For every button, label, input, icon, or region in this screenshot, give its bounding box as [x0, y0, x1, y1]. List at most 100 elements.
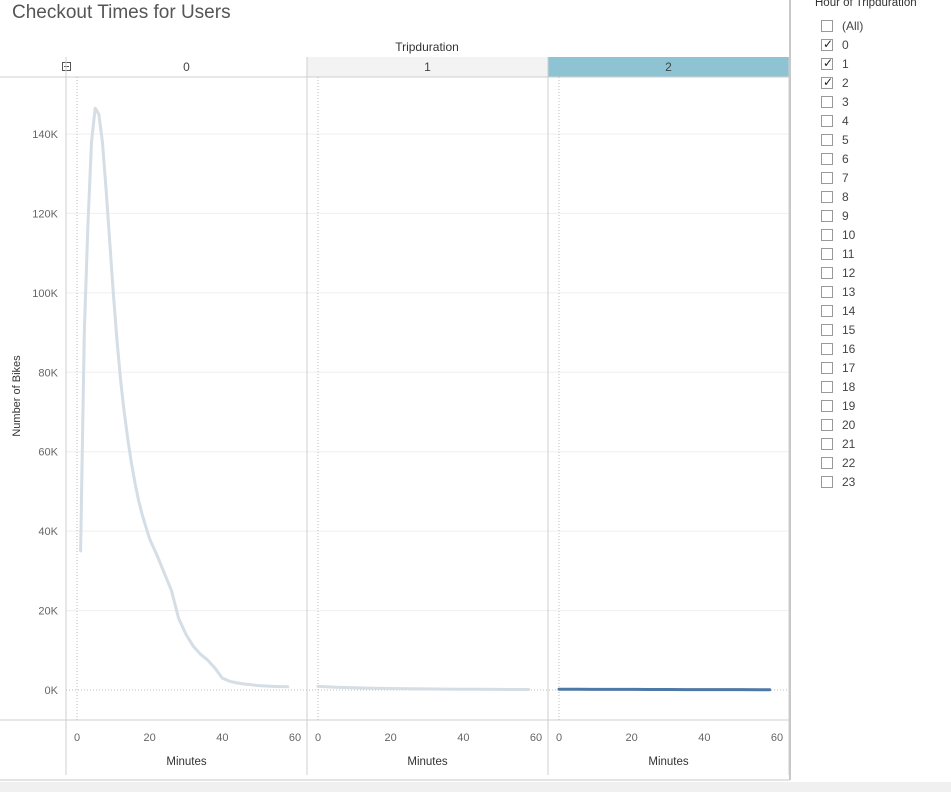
- filter-item-label: 0: [842, 37, 849, 52]
- checkbox-icon[interactable]: [821, 418, 833, 431]
- filter-item[interactable]: 22: [821, 453, 863, 472]
- filter-item-label: 11: [842, 246, 855, 261]
- filter-item[interactable]: (All): [821, 16, 863, 35]
- y-tick-label: 20K: [38, 606, 58, 618]
- checkbox-icon[interactable]: [821, 475, 833, 488]
- y-tick-label: 80K: [38, 367, 58, 379]
- x-tick-label: 20: [385, 732, 397, 744]
- x-tick-label: 0: [74, 732, 80, 744]
- checkbox-icon[interactable]: [821, 133, 833, 146]
- filter-item[interactable]: 11: [821, 244, 863, 263]
- checked-checkbox-icon[interactable]: [821, 37, 833, 51]
- y-tick-label: 40K: [38, 526, 58, 538]
- x-tick-label: 60: [771, 732, 783, 744]
- checkbox-icon[interactable]: [821, 437, 833, 450]
- pane-header-label: 2: [665, 60, 672, 74]
- collapse-icon[interactable]: [62, 62, 71, 71]
- filter-item[interactable]: 10: [821, 225, 863, 244]
- filter-item[interactable]: 19: [821, 396, 863, 415]
- filter-item[interactable]: 9: [821, 206, 863, 225]
- filter-item-label: 3: [842, 94, 849, 109]
- filter-item-label: 16: [842, 341, 856, 356]
- checkbox-icon[interactable]: [821, 285, 833, 298]
- checkbox-icon[interactable]: [821, 361, 833, 374]
- checkbox-icon[interactable]: [821, 95, 833, 108]
- y-tick-label: 120K: [32, 208, 58, 220]
- x-axis-title: Minutes: [166, 756, 207, 768]
- filter-item-label: 7: [842, 170, 849, 185]
- checkbox-icon[interactable]: [821, 342, 833, 355]
- filter-item-label: 20: [842, 417, 856, 432]
- filter-item-label: 5: [842, 132, 849, 147]
- filter-item-label: 13: [842, 284, 856, 299]
- checkbox-icon[interactable]: [821, 171, 833, 184]
- filter-item[interactable]: 6: [821, 149, 863, 168]
- filter-item[interactable]: 15: [821, 320, 863, 339]
- pane-header-1[interactable]: 1: [307, 57, 548, 77]
- filter-item[interactable]: 5: [821, 130, 863, 149]
- checkbox-icon[interactable]: [821, 19, 833, 32]
- pane-header-0[interactable]: 0: [66, 57, 307, 77]
- filter-item[interactable]: 14: [821, 301, 863, 320]
- filter-item[interactable]: 18: [821, 377, 863, 396]
- x-tick-label: 40: [457, 732, 469, 744]
- y-tick-label: 60K: [38, 447, 58, 459]
- filter-item[interactable]: 1: [821, 54, 863, 73]
- filter-item[interactable]: 7: [821, 168, 863, 187]
- checkbox-icon[interactable]: [821, 247, 833, 260]
- filter-item[interactable]: 3: [821, 92, 863, 111]
- checked-checkbox-icon[interactable]: [821, 75, 833, 89]
- filter-item[interactable]: 21: [821, 434, 863, 453]
- checkbox-icon[interactable]: [821, 228, 833, 241]
- x-tick-label: 40: [698, 732, 710, 744]
- y-tick-label: 140K: [32, 129, 58, 141]
- filter-list: (All)01234567891011121314151617181920212…: [821, 16, 863, 491]
- checkbox-icon[interactable]: [821, 152, 833, 165]
- x-axis-title: Minutes: [407, 756, 448, 768]
- pane-header-2[interactable]: 2: [548, 57, 789, 77]
- filter-item[interactable]: 4: [821, 111, 863, 130]
- filter-item-label: 18: [842, 379, 856, 394]
- checkbox-icon[interactable]: [821, 456, 833, 469]
- checked-checkbox-icon[interactable]: [821, 56, 833, 70]
- filter-item-label: 17: [842, 360, 856, 375]
- bottom-strip: [0, 782, 951, 792]
- filter-item-label: 4: [842, 113, 849, 128]
- filter-title: Hour of Tripduration: [815, 0, 917, 9]
- filter-item[interactable]: 23: [821, 472, 863, 491]
- filter-item[interactable]: 16: [821, 339, 863, 358]
- filter-item[interactable]: 20: [821, 415, 863, 434]
- checkbox-icon[interactable]: [821, 380, 833, 393]
- filter-item[interactable]: 0: [821, 35, 863, 54]
- checkbox-icon[interactable]: [821, 190, 833, 203]
- filter-item[interactable]: 12: [821, 263, 863, 282]
- x-tick-label: 40: [216, 732, 228, 744]
- filter-item-label: 21: [842, 436, 856, 451]
- filter-item[interactable]: 8: [821, 187, 863, 206]
- checkbox-icon[interactable]: [821, 266, 833, 279]
- checkbox-icon[interactable]: [821, 304, 833, 317]
- filter-item-label: 15: [842, 322, 856, 337]
- checkbox-icon[interactable]: [821, 209, 833, 222]
- y-tick-label: 0K: [45, 685, 59, 697]
- y-tick-label: 100K: [32, 288, 58, 300]
- filter-item[interactable]: 17: [821, 358, 863, 377]
- filter-item-label: 9: [842, 208, 849, 223]
- filter-item-label: 1: [842, 56, 849, 71]
- filter-item[interactable]: 13: [821, 282, 863, 301]
- x-tick-label: 20: [626, 732, 638, 744]
- x-tick-label: 60: [530, 732, 542, 744]
- checkbox-icon[interactable]: [821, 399, 833, 412]
- checkbox-icon[interactable]: [821, 323, 833, 336]
- filter-item-label: 12: [842, 265, 856, 280]
- filter-item-label: 2: [842, 75, 849, 90]
- filter-item[interactable]: 2: [821, 73, 863, 92]
- series-line-2: [557, 687, 772, 692]
- filter-item-label: 23: [842, 474, 856, 489]
- checkbox-icon[interactable]: [821, 114, 833, 127]
- x-tick-label: 0: [556, 732, 562, 744]
- x-tick-label: 20: [144, 732, 156, 744]
- filter-item-label: 8: [842, 189, 849, 204]
- series-line-1: [316, 684, 531, 691]
